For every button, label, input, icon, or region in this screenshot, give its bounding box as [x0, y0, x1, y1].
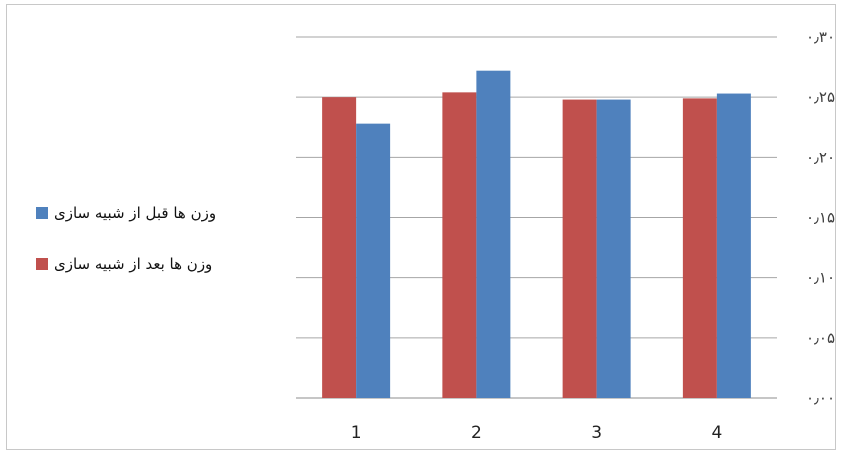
bar-before-4	[716, 93, 751, 398]
bar-after-4	[682, 98, 717, 399]
legend-item-after: وزن ها بعد از شبیه سازی	[36, 255, 212, 273]
bar-before-2	[476, 70, 511, 399]
y-axis-ticks: ۰٫۰۰ ۰٫۰۵ ۰٫۱۰ ۰٫۱۵ ۰٫۲۰ ۰٫۲۵ ۰٫۳۰	[806, 28, 835, 407]
legend-swatch-after	[36, 258, 48, 270]
legend-label-before: وزن ها قبل از شبیه سازی	[54, 204, 217, 222]
x-tick-label: 4	[711, 423, 722, 443]
chart-frame	[6, 4, 836, 450]
bars	[322, 70, 751, 399]
y-tick-label: ۰٫۰۵	[806, 329, 835, 347]
y-tick-label: ۰٫۲۰	[806, 148, 835, 166]
y-tick-label: ۰٫۱۰	[806, 269, 835, 287]
x-tick-label: 3	[591, 423, 602, 443]
y-tick-label: ۰٫۲۵	[806, 88, 835, 106]
bar-after-2	[442, 92, 477, 398]
legend-label-after: وزن ها بعد از شبیه سازی	[54, 255, 213, 273]
x-tick-label: 2	[471, 423, 482, 443]
legend-item-before: وزن ها قبل از شبیه سازی	[36, 204, 216, 222]
y-tick-label: ۰٫۱۵	[806, 209, 835, 227]
x-axis-ticks: 1 2 3 4	[351, 423, 723, 443]
x-tick-label: 1	[351, 423, 362, 443]
legend-swatch-before	[36, 207, 48, 219]
y-tick-label: ۰٫۰۰	[806, 389, 835, 407]
y-tick-label: ۰٫۳۰	[806, 28, 835, 46]
bar-after-3	[562, 99, 597, 398]
bar-before-1	[356, 123, 391, 398]
bar-before-3	[596, 99, 631, 398]
bar-after-1	[322, 97, 357, 399]
